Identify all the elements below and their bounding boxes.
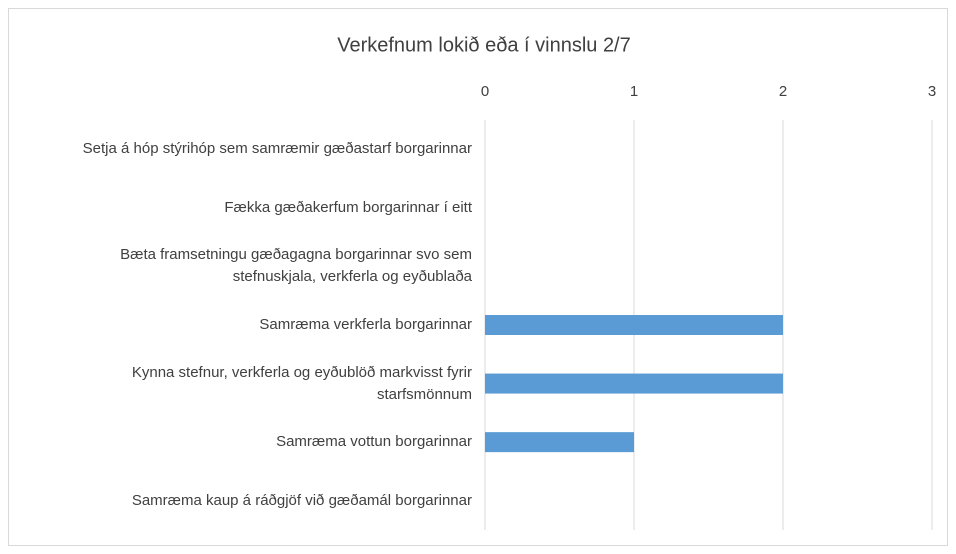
bar — [485, 432, 634, 453]
bar — [485, 373, 783, 394]
y-tick-label: Bæta framsetningu gæðagagna borgarinnar … — [120, 246, 472, 286]
y-tick-label: Kynna stefnur, verkferla og eyðublöð mar… — [131, 363, 472, 403]
x-tick-label: 1 — [630, 83, 638, 100]
x-tick-label: 3 — [928, 83, 936, 100]
y-tick-label: Samræma vottun borgarinnar — [276, 433, 472, 451]
x-tick-label: 2 — [779, 83, 787, 100]
chart-frame — [8, 8, 948, 546]
y-tick-label: Setja á hóp stýrihóp sem samræmir gæðast… — [82, 140, 472, 158]
bar — [485, 315, 783, 335]
chart-title: Verkefnum lokið eða í vinnslu 2/7 — [337, 34, 631, 56]
y-tick-label: Samræma kaup á ráðgjöf við gæðamál borga… — [131, 491, 472, 509]
y-tick-label: Fækka gæðakerfum borgarinnar í eitt — [224, 198, 472, 216]
y-tick-label: Samræma verkferla borgarinnar — [259, 315, 472, 333]
x-tick-label: 0 — [481, 83, 489, 100]
